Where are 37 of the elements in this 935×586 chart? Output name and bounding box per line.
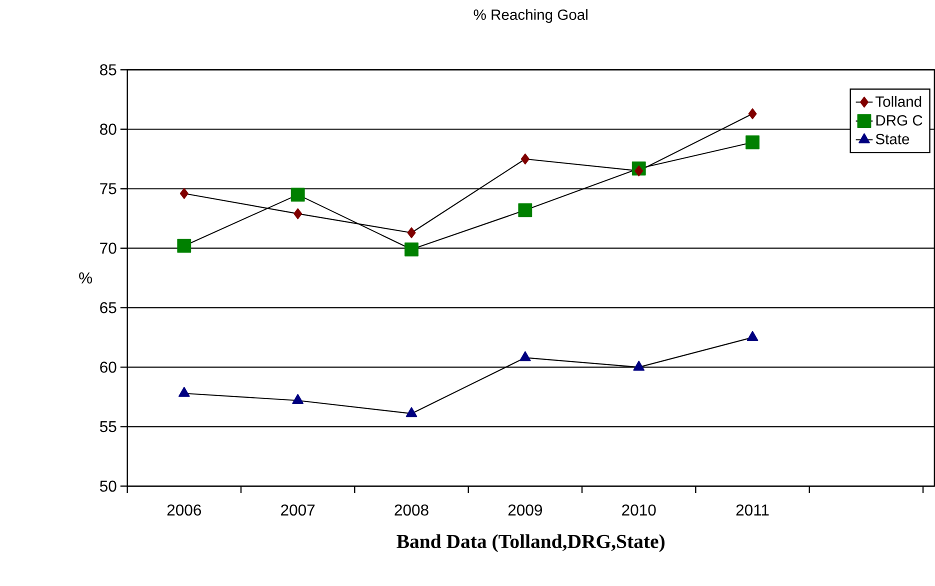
legend-label: Tolland — [876, 96, 922, 107]
point — [746, 330, 758, 341]
point — [407, 227, 416, 238]
chart-title: % Reaching Goal — [474, 9, 588, 23]
point — [292, 394, 304, 404]
y-tick-label: 50 — [100, 480, 116, 492]
legend-label: State — [876, 134, 910, 144]
point — [520, 351, 531, 362]
point — [177, 238, 192, 253]
point — [518, 203, 532, 218]
point — [634, 165, 644, 176]
y-tick-label: 65 — [100, 302, 116, 314]
point — [406, 407, 418, 418]
y-tick-label: 60 — [100, 362, 116, 373]
x-tick-label: 2011 — [736, 504, 769, 516]
point — [294, 208, 302, 220]
legend-label: DRG C — [876, 115, 922, 126]
y-tick-label: 85 — [100, 64, 116, 76]
y-axis-title: % — [79, 272, 92, 284]
point — [520, 153, 530, 164]
point — [180, 188, 188, 199]
x-axis-title: Band Data (Tolland,DRG,State) — [396, 534, 665, 552]
y-tick-label: 55 — [100, 421, 116, 432]
point — [746, 135, 760, 150]
y-tick-label: 80 — [100, 124, 116, 135]
point — [404, 242, 418, 256]
point — [633, 360, 645, 371]
x-tick-label: 2008 — [394, 504, 428, 516]
point — [748, 108, 757, 120]
point — [290, 188, 305, 202]
x-tick-label: 2007 — [281, 504, 315, 516]
y-tick-label: 75 — [100, 183, 116, 194]
y-tick-label: 70 — [100, 242, 116, 254]
x-tick-label: 2010 — [622, 504, 656, 516]
x-tick-label: 2009 — [508, 504, 542, 516]
x-tick-label: 2006 — [167, 504, 202, 516]
point — [178, 386, 190, 397]
